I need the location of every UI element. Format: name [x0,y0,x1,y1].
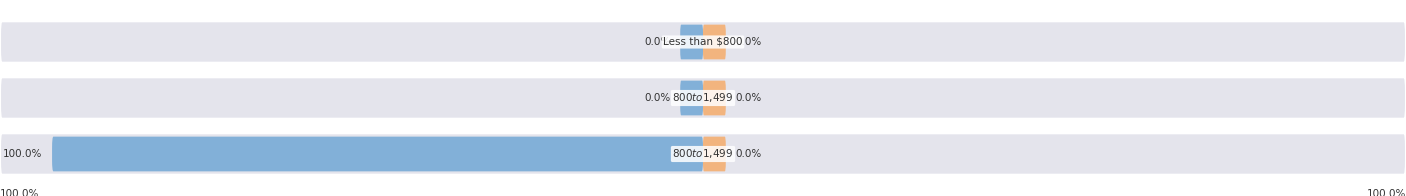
Text: 0.0%: 0.0% [644,93,671,103]
FancyBboxPatch shape [52,137,703,171]
Text: 100.0%: 100.0% [3,149,42,159]
Text: 0.0%: 0.0% [735,37,762,47]
Text: 0.0%: 0.0% [735,93,762,103]
Text: $800 to $1,499: $800 to $1,499 [672,92,734,104]
FancyBboxPatch shape [0,21,1406,63]
Text: 100.0%: 100.0% [0,189,39,196]
Text: 0.0%: 0.0% [735,149,762,159]
FancyBboxPatch shape [703,25,725,59]
FancyBboxPatch shape [0,133,1406,175]
Text: 0.0%: 0.0% [644,37,671,47]
FancyBboxPatch shape [703,81,725,115]
Text: 100.0%: 100.0% [1367,189,1406,196]
FancyBboxPatch shape [681,25,703,59]
FancyBboxPatch shape [681,81,703,115]
FancyBboxPatch shape [703,137,725,171]
Text: $800 to $1,499: $800 to $1,499 [672,148,734,161]
Text: Less than $800: Less than $800 [664,37,742,47]
FancyBboxPatch shape [0,77,1406,119]
